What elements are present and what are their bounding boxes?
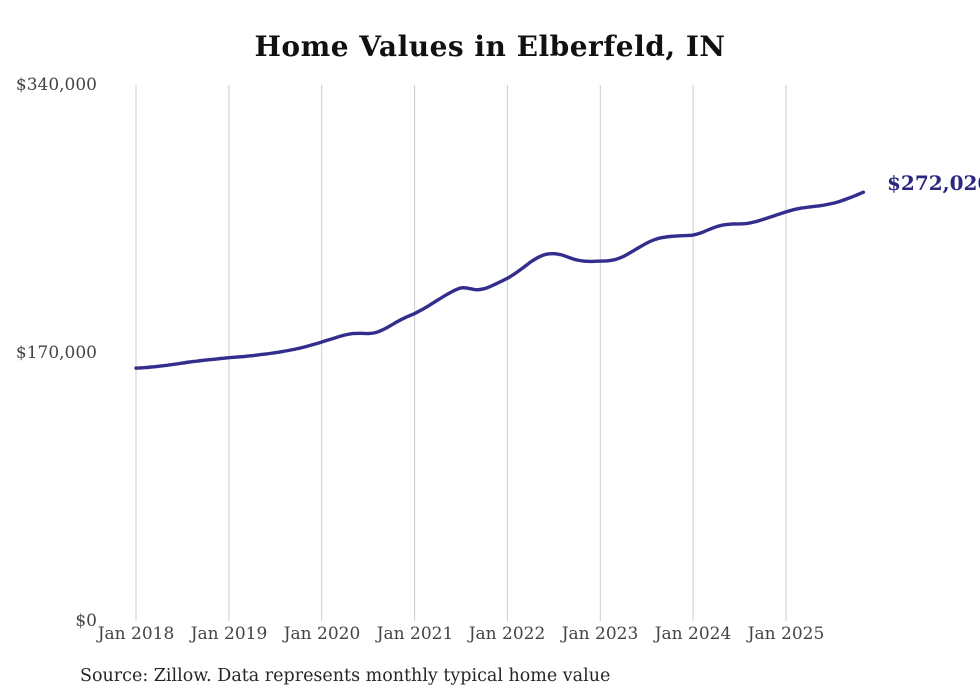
x-axis-tick-jan-2025: Jan 2025	[747, 624, 825, 644]
source-note: Source: Zillow. Data represents monthly …	[80, 666, 611, 686]
x-axis-tick-jan-2024: Jan 2024	[654, 624, 732, 644]
vertical-gridlines	[135, 85, 787, 621]
x-axis-tick-jan-2023: Jan 2023	[561, 624, 639, 644]
y-axis-tick-0: $0	[75, 611, 97, 631]
x-axis-tick-jan-2019: Jan 2019	[190, 624, 268, 644]
y-axis-tick-170000: $170,000	[15, 343, 97, 363]
x-axis-tick-jan-2018: Jan 2018	[97, 624, 175, 644]
y-axis-tick-340000: $340,000	[15, 75, 97, 95]
x-axis-tick-jan-2022: Jan 2022	[468, 624, 546, 644]
latest-value-label: $272,020	[887, 171, 980, 195]
home-value-line	[134, 190, 866, 370]
x-axis: Jan 2018 Jan 2019 Jan 2020 Jan 2021 Jan …	[0, 624, 980, 646]
chart-title: Home Values in Elberfeld, IN	[254, 30, 726, 63]
x-axis-tick-jan-2021: Jan 2021	[376, 624, 454, 644]
x-axis-tick-jan-2020: Jan 2020	[283, 624, 361, 644]
